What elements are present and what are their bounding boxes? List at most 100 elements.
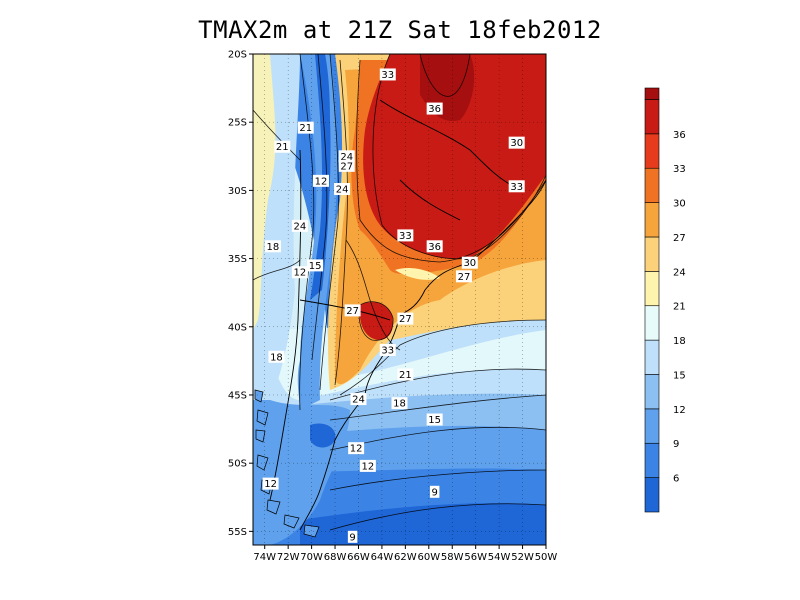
lat-tick-label: 45S xyxy=(228,390,247,401)
contour-label-box xyxy=(262,477,279,490)
lon-tick-label: 66W xyxy=(347,552,370,563)
contour-label-box xyxy=(338,159,355,172)
contour-label-box xyxy=(426,240,443,253)
map-frame xyxy=(252,53,547,546)
contour-label-box xyxy=(391,397,408,410)
contour-label: 30 xyxy=(463,258,476,269)
colorbar-label: 9 xyxy=(673,439,679,450)
hot-spot-south xyxy=(359,302,393,340)
contour-label-box xyxy=(350,393,367,406)
contour-label-box xyxy=(347,530,358,543)
lat-tick-label: 55S xyxy=(228,527,247,538)
lon-tick-label: 70W xyxy=(300,552,323,563)
ocean-band-6 xyxy=(300,503,546,545)
contour-label-box xyxy=(344,304,361,317)
contour-label-box xyxy=(334,183,351,196)
contour-label: 27 xyxy=(399,314,412,325)
colorbar-swatch xyxy=(644,339,660,375)
colorbar-swatch xyxy=(644,408,660,444)
lon-tick-label: 60W xyxy=(417,552,440,563)
contour-label-box xyxy=(291,266,308,279)
contour-label: 9 xyxy=(431,487,437,498)
lon-tick-label: 58W xyxy=(441,552,464,563)
lon-tick-label: 56W xyxy=(464,552,487,563)
contour-label: 33 xyxy=(399,231,412,242)
colorbar-label: 36 xyxy=(673,130,686,141)
pacific-coast xyxy=(253,54,276,330)
colorbar-swatch xyxy=(644,202,660,238)
colorbar-swatch xyxy=(644,374,660,410)
contour-label: 12 xyxy=(361,461,374,472)
contour-label: 15 xyxy=(428,415,441,426)
contour-label-box xyxy=(508,136,525,149)
contour-label-box xyxy=(307,259,324,272)
colorbar-label: 21 xyxy=(673,302,686,313)
contour-label-box xyxy=(297,121,314,134)
lat-tick-label: 20S xyxy=(228,50,247,61)
colorbar-swatch xyxy=(644,305,660,341)
contour-label-box xyxy=(348,442,365,455)
contour-label: 27 xyxy=(340,161,353,172)
contour-label: 18 xyxy=(270,352,283,363)
colorbar-swatch xyxy=(644,99,660,135)
lon-tick-label: 52W xyxy=(511,552,534,563)
contour-label: 15 xyxy=(309,261,322,272)
contour-label-box xyxy=(455,270,472,283)
colorbar-swatch xyxy=(644,236,660,272)
contour-labels: 3336303321212427122424183336302715122727… xyxy=(262,68,525,543)
contour-label: 21 xyxy=(399,370,412,381)
contour-label-box xyxy=(508,180,525,193)
cool-strip xyxy=(395,267,440,280)
contour-label-box xyxy=(274,140,291,153)
contour-label: 33 xyxy=(510,182,523,193)
contour-label: 24 xyxy=(340,152,353,163)
colorbar-swatch xyxy=(644,87,660,100)
contour-label: 12 xyxy=(294,268,307,279)
lat-tick-label: 35S xyxy=(228,254,247,265)
lon-tick-label: 62W xyxy=(394,552,417,563)
contour-label: 9 xyxy=(349,532,355,543)
contour-label: 36 xyxy=(428,104,441,115)
colorbar-label: 30 xyxy=(673,199,686,210)
lat-tick-label: 40S xyxy=(228,322,247,333)
contour-label: 27 xyxy=(458,272,471,283)
contour-label-box xyxy=(397,312,414,325)
colorbar-swatch xyxy=(644,133,660,169)
map-title: TMAX2m at 21Z Sat 18feb2012 xyxy=(198,16,602,44)
contour-label-box xyxy=(359,459,376,472)
contour-label: 33 xyxy=(381,345,394,356)
contour-label: 27 xyxy=(346,306,359,317)
colorbar-label: 12 xyxy=(673,405,686,416)
lat-tick-label: 50S xyxy=(228,459,247,470)
contour-label-box xyxy=(264,240,281,253)
contour-label-box xyxy=(312,174,329,187)
contour-label: 24 xyxy=(336,185,349,196)
contour-label: 30 xyxy=(510,138,523,149)
contour-label: 24 xyxy=(294,221,307,232)
lon-tick-label: 74W xyxy=(253,552,276,563)
contour-label-box xyxy=(268,350,285,363)
colorbar-label: 6 xyxy=(673,474,679,485)
colorbar-label: 33 xyxy=(673,164,686,175)
chile-islands xyxy=(254,389,320,538)
latitude-tick-labels: 20S 25S 30S 35S 40S 45S 50S 55S xyxy=(228,50,253,538)
colorbar-swatch xyxy=(644,442,660,478)
coastline xyxy=(269,99,546,531)
colorbar-label: 27 xyxy=(673,233,686,244)
contour-label-box xyxy=(426,413,443,426)
colorbar-swatch xyxy=(644,271,660,307)
contour-label: 18 xyxy=(267,242,280,253)
contour-label: 36 xyxy=(428,242,441,253)
contour-label: 12 xyxy=(315,176,328,187)
colorbar-label: 15 xyxy=(673,370,686,381)
temperature-map xyxy=(253,54,546,545)
contour-label: 12 xyxy=(264,479,277,490)
contour-label-box xyxy=(426,102,443,115)
contour-label-box xyxy=(379,68,396,81)
lon-tick-label: 54W xyxy=(488,552,511,563)
contour-label-box xyxy=(397,229,414,242)
colorbar-label: 24 xyxy=(673,267,686,278)
contour-label-box xyxy=(397,368,414,381)
contour-label: 33 xyxy=(381,70,394,81)
lat-tick-label: 30S xyxy=(228,186,247,197)
